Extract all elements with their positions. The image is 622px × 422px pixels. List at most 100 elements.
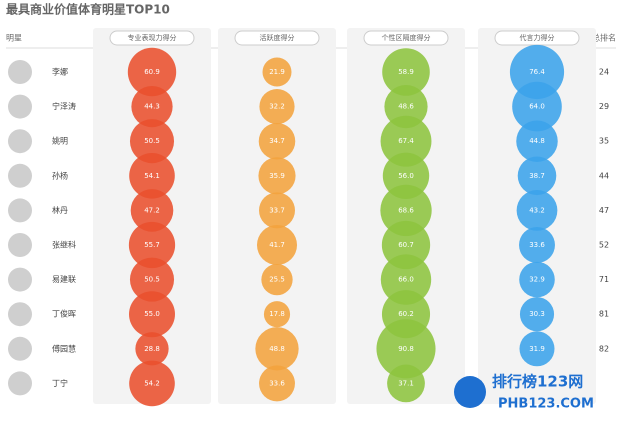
value-label: 43.2 bbox=[529, 206, 545, 214]
athlete-name: 林丹 bbox=[52, 205, 68, 215]
bubble bbox=[129, 360, 175, 407]
athlete-photo bbox=[8, 60, 32, 84]
bubble bbox=[261, 263, 293, 296]
watermark: 排行榜123网 bbox=[492, 373, 583, 391]
bubble bbox=[380, 184, 432, 237]
value-label: 33.7 bbox=[269, 206, 285, 214]
athlete-photo bbox=[8, 94, 32, 119]
value-label: 56.0 bbox=[398, 172, 414, 180]
bubble bbox=[255, 327, 299, 371]
value-label: 41.7 bbox=[269, 241, 285, 249]
value-label: 31.9 bbox=[529, 345, 545, 353]
value-label: 34.7 bbox=[269, 137, 285, 145]
column-header-pill bbox=[363, 30, 449, 46]
athlete-photo bbox=[8, 163, 32, 188]
bubble bbox=[128, 221, 176, 269]
bubble bbox=[258, 122, 296, 160]
value-label: 55.0 bbox=[144, 310, 160, 318]
bubble bbox=[509, 44, 565, 100]
rank-label: 24 bbox=[599, 68, 609, 77]
bubble bbox=[380, 254, 432, 305]
athlete-name: 孙杨 bbox=[52, 170, 68, 180]
value-label: 60.2 bbox=[398, 310, 414, 318]
value-label: 47.2 bbox=[144, 206, 160, 214]
watermark-logo bbox=[454, 376, 486, 408]
watermark-url: PHB123.COM bbox=[498, 397, 594, 412]
bubble bbox=[512, 81, 562, 132]
bubble bbox=[376, 319, 436, 379]
value-label: 67.4 bbox=[398, 137, 414, 145]
rank-label: 82 bbox=[599, 344, 609, 353]
bubble bbox=[129, 119, 175, 164]
value-label: 44.3 bbox=[144, 103, 160, 111]
value-label: 35.9 bbox=[269, 172, 285, 180]
athlete-name: 傅园慧 bbox=[52, 343, 76, 353]
value-label: 58.9 bbox=[398, 68, 414, 76]
rank-label: 29 bbox=[599, 102, 609, 111]
bubble bbox=[516, 190, 558, 231]
bubble bbox=[130, 189, 174, 232]
bubble bbox=[381, 220, 431, 270]
value-label: 55.7 bbox=[144, 241, 160, 249]
athlete-photo bbox=[8, 336, 32, 361]
column-header: 个性区隔度得分 bbox=[382, 33, 431, 42]
bubble bbox=[263, 301, 291, 328]
athlete-photo bbox=[8, 302, 32, 327]
athlete-photo bbox=[8, 198, 32, 223]
value-label: 44.8 bbox=[529, 137, 545, 145]
athlete-name: 李娜 bbox=[52, 67, 68, 77]
value-label: 54.1 bbox=[144, 172, 160, 180]
bubble bbox=[519, 297, 555, 332]
bubble bbox=[382, 152, 430, 199]
value-label: 28.8 bbox=[144, 345, 160, 353]
rank-label: 44 bbox=[599, 171, 609, 180]
bubble bbox=[256, 224, 298, 266]
value-label: 76.4 bbox=[529, 68, 545, 76]
value-label: 50.5 bbox=[144, 137, 160, 145]
column-header: 代言力得分 bbox=[520, 33, 555, 42]
bubble bbox=[262, 57, 292, 87]
athlete-name: 宁泽涛 bbox=[52, 101, 76, 111]
rank-label: 52 bbox=[599, 241, 609, 250]
value-label: 32.2 bbox=[269, 103, 285, 111]
bubble bbox=[129, 291, 175, 338]
bubble bbox=[517, 156, 557, 196]
value-label: 60.9 bbox=[144, 68, 160, 76]
value-label: 37.1 bbox=[398, 379, 414, 387]
value-label: 38.7 bbox=[529, 172, 545, 180]
value-label: 21.9 bbox=[269, 68, 285, 76]
value-label: 30.3 bbox=[529, 310, 545, 318]
bubble bbox=[259, 192, 295, 229]
bubble bbox=[129, 152, 175, 199]
rank-label: 35 bbox=[599, 137, 609, 146]
value-label: 48.6 bbox=[398, 103, 414, 111]
rank-header: 总排名 bbox=[592, 33, 616, 43]
category-header: 明星 bbox=[6, 34, 22, 43]
column-header: 活跃度得分 bbox=[260, 33, 295, 42]
column-header-pill bbox=[109, 30, 195, 46]
column-header: 专业表现力得分 bbox=[128, 33, 177, 42]
bubble bbox=[131, 85, 173, 128]
athlete-photo bbox=[8, 267, 32, 292]
athlete-photo bbox=[8, 371, 32, 396]
value-label: 17.8 bbox=[269, 310, 285, 318]
bubble bbox=[259, 89, 295, 125]
value-label: 90.8 bbox=[398, 345, 414, 353]
bubble bbox=[384, 84, 428, 129]
athlete-name: 丁俊晖 bbox=[52, 309, 76, 319]
bubble bbox=[259, 365, 295, 402]
rank-label: 47 bbox=[599, 206, 609, 215]
bubble bbox=[127, 47, 177, 97]
value-label: 68.6 bbox=[398, 206, 414, 214]
value-label: 33.6 bbox=[529, 241, 545, 249]
bubble bbox=[129, 257, 175, 302]
bubble bbox=[516, 120, 558, 162]
athlete-name: 张继科 bbox=[52, 240, 76, 250]
value-label: 48.8 bbox=[269, 345, 285, 353]
athlete-photo bbox=[8, 233, 32, 257]
bubble bbox=[258, 157, 296, 195]
column-header-pill bbox=[234, 30, 320, 46]
value-label: 50.5 bbox=[144, 276, 160, 284]
athlete-photo bbox=[8, 129, 32, 154]
bubble bbox=[382, 48, 430, 96]
